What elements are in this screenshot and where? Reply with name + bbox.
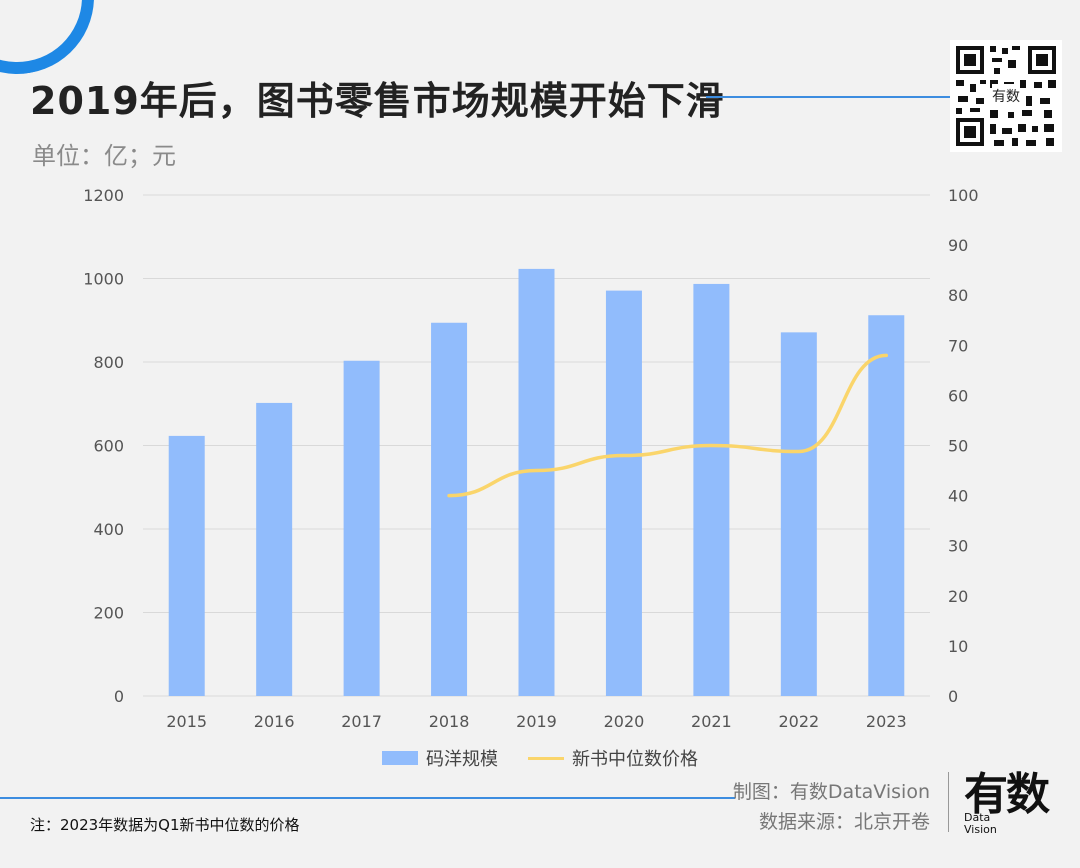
bar (168, 435, 205, 696)
y-left-tick-label: 800 (93, 353, 124, 372)
bar (605, 290, 642, 696)
y-right-tick-label: 10 (948, 637, 968, 656)
credit-source: 数据来源：北京开卷 (758, 811, 930, 833)
brand-logo: 有数 Data Vision (962, 758, 1062, 838)
x-tick-label: 2018 (429, 712, 470, 731)
y-left-tick-label: 600 (93, 437, 124, 456)
footer-rule (0, 797, 735, 799)
y-right-tick-label: 90 (948, 236, 968, 255)
bar (343, 360, 380, 696)
x-tick-label: 2022 (778, 712, 819, 731)
y-left-tick-label: 200 (93, 604, 124, 623)
credit-maker: 制图：有数DataVision (732, 781, 930, 803)
y-right-tick-label: 50 (948, 437, 968, 456)
y-right-tick-label: 0 (948, 687, 958, 706)
legend-item-line: 新书中位数价格 (528, 745, 698, 771)
bar (868, 315, 905, 696)
bar (518, 268, 555, 696)
y-right-tick-label: 30 (948, 537, 968, 556)
y-left-tick-label: 400 (93, 520, 124, 539)
chart-legend: 码洋规模 新书中位数价格 (0, 745, 1080, 771)
x-tick-label: 2021 (691, 712, 732, 731)
bar (256, 402, 293, 696)
credit-divider (948, 772, 949, 832)
y-left-tick-label: 1000 (83, 270, 124, 289)
title-rule (706, 96, 954, 98)
y-right-tick-label: 100 (948, 186, 979, 205)
x-tick-label: 2016 (254, 712, 295, 731)
bar (780, 332, 817, 696)
bar (431, 322, 468, 696)
svg-text:有数: 有数 (992, 89, 1020, 105)
footnote: 注：2023年数据为Q1新书中位数的价格 (30, 816, 300, 834)
page-title: 2019年后，图书零售市场规模开始下滑 (30, 79, 725, 123)
logo-sub-line-1: Data (964, 811, 991, 824)
legend-item-bar: 码洋规模 (382, 745, 498, 771)
y-left-tick-label: 1200 (83, 186, 124, 205)
y-left-tick-label: 0 (114, 687, 124, 706)
x-tick-label: 2019 (516, 712, 557, 731)
legend-swatch-line (528, 756, 564, 760)
legend-label-bar: 码洋规模 (426, 749, 498, 770)
x-tick-label: 2023 (866, 712, 907, 731)
legend-label-line: 新书中位数价格 (572, 749, 698, 770)
y-right-tick-label: 70 (948, 336, 968, 355)
logo-sub-text: Data Vision (964, 812, 997, 836)
unit-label: 单位：亿；元 (32, 142, 176, 170)
logo-main-text: 有数 (964, 769, 1050, 820)
x-tick-label: 2017 (341, 712, 382, 731)
y-right-tick-label: 80 (948, 286, 968, 305)
logo-sub-line-2: Vision (964, 823, 997, 836)
bar (693, 283, 730, 696)
qr-code-icon: 有数 (950, 40, 1062, 152)
y-right-tick-label: 40 (948, 487, 968, 506)
y-right-tick-label: 20 (948, 587, 968, 606)
credits: 制图：有数DataVision 数据来源：北京开卷 (733, 777, 930, 837)
legend-swatch-bar (382, 751, 418, 765)
price-line (447, 353, 889, 498)
y-right-tick-label: 60 (948, 386, 968, 405)
x-tick-label: 2015 (166, 712, 207, 731)
x-tick-label: 2020 (604, 712, 645, 731)
